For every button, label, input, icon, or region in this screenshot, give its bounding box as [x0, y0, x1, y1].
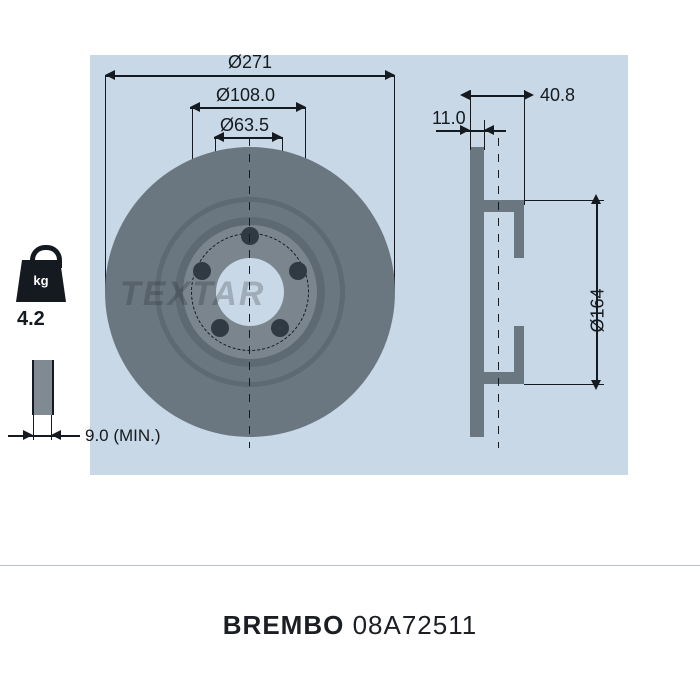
brand-name: BREMBO — [223, 610, 345, 640]
weight-body: kg — [16, 260, 66, 302]
ext-line — [470, 90, 471, 150]
min-thickness-icon — [12, 360, 72, 450]
hat-diameter-label: Ø164 — [588, 288, 609, 332]
weight-icon: kg — [10, 240, 72, 302]
bolt-hole — [271, 319, 289, 337]
side-center-gap — [514, 258, 524, 326]
ext-line — [524, 200, 604, 201]
bolt-circle-label: Ø108.0 — [216, 85, 275, 106]
center-bore-label: Ø63.5 — [220, 115, 269, 136]
ext-line — [484, 120, 485, 150]
bolt-hole — [211, 319, 229, 337]
diagram-canvas: Ø271 Ø108.0 Ø63.5 TEXTAR 40.8 — [0, 0, 700, 700]
offset-label: 40.8 — [540, 85, 575, 106]
center-axis — [498, 138, 499, 448]
dim-line — [470, 95, 524, 97]
min-thickness-label: 9.0 (MIN.) — [85, 426, 161, 446]
weight-unit: kg — [33, 272, 48, 290]
side-friction-plate — [470, 147, 484, 437]
arrow — [105, 70, 115, 80]
center-axis — [249, 138, 250, 448]
arrow — [591, 194, 601, 204]
brand-line: BREMBO 08A72511 — [0, 610, 700, 641]
ext-line — [524, 384, 604, 385]
ext-line — [51, 415, 52, 440]
side-hat-bottom — [484, 372, 524, 384]
arrow — [272, 132, 282, 142]
outer-diameter-label: Ø271 — [228, 52, 272, 73]
ext-line — [105, 75, 106, 290]
separator — [0, 565, 700, 566]
arrow — [23, 430, 33, 440]
arrow — [591, 380, 601, 390]
arrow — [51, 430, 61, 440]
dim-line — [190, 107, 306, 109]
bolt-hole — [241, 227, 259, 245]
arrow — [460, 90, 470, 100]
dim-line — [105, 75, 395, 77]
dim-line — [436, 130, 506, 132]
part-number: 08A72511 — [353, 610, 478, 640]
arrow — [524, 90, 534, 100]
dim-line — [8, 435, 80, 437]
min-thickness-slab — [32, 360, 54, 415]
thickness-label: 11.0 — [432, 108, 466, 129]
watermark-logo: TEXTAR — [120, 275, 265, 314]
bolt-hole — [289, 262, 307, 280]
weight-unit-label: kg — [33, 273, 48, 288]
ext-line — [524, 90, 525, 205]
weight-value: 4.2 — [17, 308, 45, 331]
ext-line — [394, 75, 395, 290]
ext-line — [33, 415, 34, 440]
